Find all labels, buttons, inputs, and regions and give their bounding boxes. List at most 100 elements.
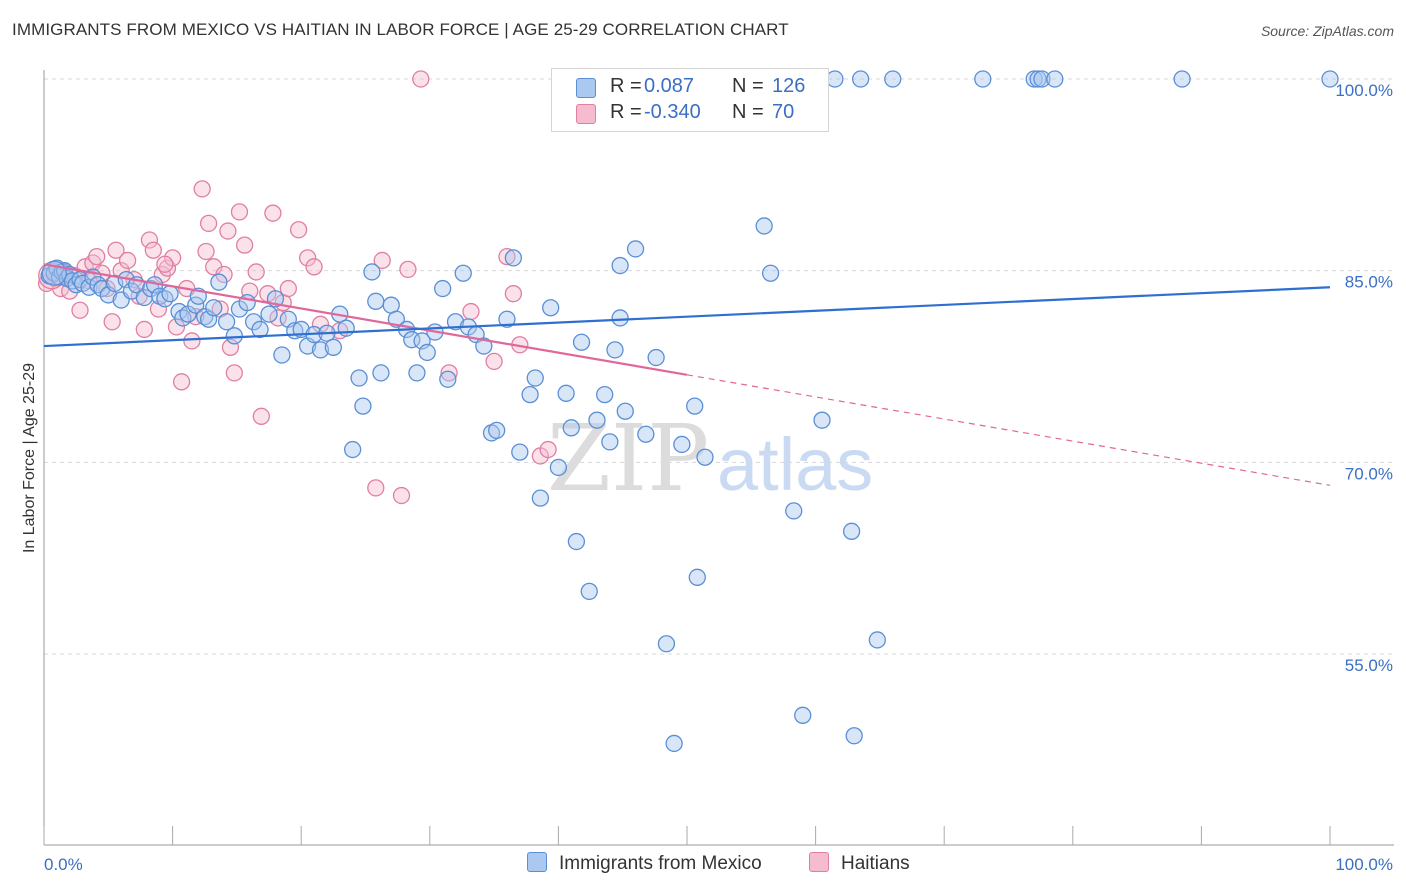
haitian-point bbox=[440, 364, 458, 382]
haitian-point bbox=[485, 352, 503, 371]
mexico-point bbox=[311, 341, 330, 359]
mexico-point bbox=[210, 273, 228, 291]
mexico-point bbox=[238, 293, 256, 312]
haitian-point bbox=[219, 222, 237, 240]
haitian-point bbox=[367, 479, 385, 497]
mexico-point bbox=[611, 256, 629, 275]
mexico-point bbox=[363, 263, 381, 281]
mexico-point bbox=[596, 385, 614, 404]
mexico-point bbox=[761, 264, 780, 282]
mexico-point bbox=[611, 309, 629, 327]
haitian-point bbox=[156, 255, 174, 273]
haitian-point bbox=[504, 285, 523, 303]
chart-title: IMMIGRANTS FROM MEXICO VS HAITIAN IN LAB… bbox=[12, 20, 789, 39]
y-tick-label: 100.0% bbox=[1335, 81, 1393, 100]
mexico-point bbox=[324, 338, 343, 356]
haitian-point bbox=[298, 249, 317, 267]
mexico-point bbox=[842, 522, 861, 540]
mexico-point bbox=[626, 240, 645, 258]
mexico-point bbox=[1033, 70, 1051, 88]
haitian-point bbox=[140, 231, 159, 249]
mexico-point bbox=[454, 264, 472, 282]
mexico-point bbox=[884, 70, 902, 88]
legend-n-value: 126 bbox=[772, 75, 806, 97]
haitian-point bbox=[118, 251, 137, 270]
mexico-point bbox=[785, 502, 803, 520]
mexico-point bbox=[851, 70, 870, 88]
mexico-point bbox=[251, 320, 269, 339]
watermark-zip: ZIP bbox=[547, 405, 709, 512]
legend-swatch-haitian bbox=[576, 104, 596, 124]
haitian-point bbox=[279, 279, 297, 298]
mexico-point bbox=[580, 582, 598, 601]
haitian-trend-solid bbox=[43, 263, 688, 376]
mexico-point bbox=[354, 397, 372, 415]
mexico-point bbox=[488, 421, 506, 440]
mexico-point bbox=[1321, 70, 1339, 88]
mexico-point bbox=[343, 440, 362, 459]
watermark: ZIP atlas bbox=[547, 405, 873, 512]
mexico-point bbox=[521, 385, 539, 404]
haitian-point bbox=[149, 300, 168, 318]
mexico-point bbox=[606, 341, 624, 359]
correlation-legend: R = 0.087 N = 126 R = -0.340 N = 70 bbox=[551, 68, 829, 132]
source-label: Source: ZipAtlas.com bbox=[1260, 23, 1394, 39]
mexico-point bbox=[1046, 70, 1064, 88]
mexico-point bbox=[531, 489, 550, 507]
legend-n-label: N = bbox=[732, 101, 764, 123]
mexico-point bbox=[161, 285, 179, 303]
axes bbox=[43, 70, 1394, 846]
mexico-point bbox=[217, 313, 236, 331]
mexico-point bbox=[974, 70, 992, 88]
haitian-point bbox=[399, 260, 417, 279]
mexico-point bbox=[794, 706, 812, 724]
haitian-point bbox=[247, 263, 265, 281]
x-tick-label-min: 0.0% bbox=[44, 855, 83, 874]
gridlines bbox=[44, 78, 1394, 655]
mexico-point bbox=[542, 299, 560, 317]
mexico-point bbox=[637, 425, 655, 443]
haitian-trend-dashed bbox=[686, 374, 1331, 486]
mexico-point bbox=[696, 448, 714, 466]
mexico-point bbox=[446, 313, 465, 331]
mexico-point bbox=[549, 458, 568, 477]
haitian-point bbox=[412, 70, 430, 88]
mexico-point bbox=[562, 419, 580, 437]
mexico-point bbox=[156, 290, 174, 308]
mexico-point bbox=[93, 279, 111, 298]
mexico-point bbox=[755, 217, 773, 235]
haitian-point bbox=[88, 247, 106, 266]
mexico-point bbox=[337, 319, 355, 337]
y-tick-label: 85.0% bbox=[1345, 273, 1393, 292]
legend-n-label: N = bbox=[732, 75, 764, 97]
haitian-point bbox=[107, 241, 125, 259]
mexico-point bbox=[418, 343, 436, 362]
mexico-point bbox=[688, 568, 706, 586]
haitian-point bbox=[193, 180, 211, 198]
haitian-point bbox=[305, 258, 323, 276]
mexico-point bbox=[557, 384, 575, 402]
mexico-point bbox=[686, 397, 704, 415]
mexico-point bbox=[475, 337, 493, 355]
mexico-point bbox=[205, 299, 223, 317]
mexico-point bbox=[665, 734, 683, 753]
haitian-point bbox=[183, 332, 201, 350]
mexico-point bbox=[826, 70, 844, 88]
haitian-point bbox=[230, 203, 249, 221]
mexico-point bbox=[372, 364, 390, 382]
x-tick-label-max: 100.0% bbox=[1335, 855, 1393, 874]
bottom-legend-swatch-mexico bbox=[527, 852, 547, 872]
haitian-point bbox=[172, 373, 191, 391]
haitian-point bbox=[197, 242, 215, 261]
haitian-point bbox=[103, 313, 121, 331]
mexico-point bbox=[225, 327, 243, 345]
haitian-point bbox=[144, 241, 162, 259]
y-tick-label: 70.0% bbox=[1345, 464, 1393, 483]
legend-r-value: -0.340 bbox=[644, 101, 701, 123]
haitian-point bbox=[539, 440, 557, 459]
mexico-point bbox=[367, 292, 385, 310]
haitian-point bbox=[225, 364, 243, 382]
mexico-point bbox=[845, 727, 863, 745]
watermark-atlas: atlas bbox=[717, 423, 873, 506]
haitian-point bbox=[462, 302, 480, 321]
